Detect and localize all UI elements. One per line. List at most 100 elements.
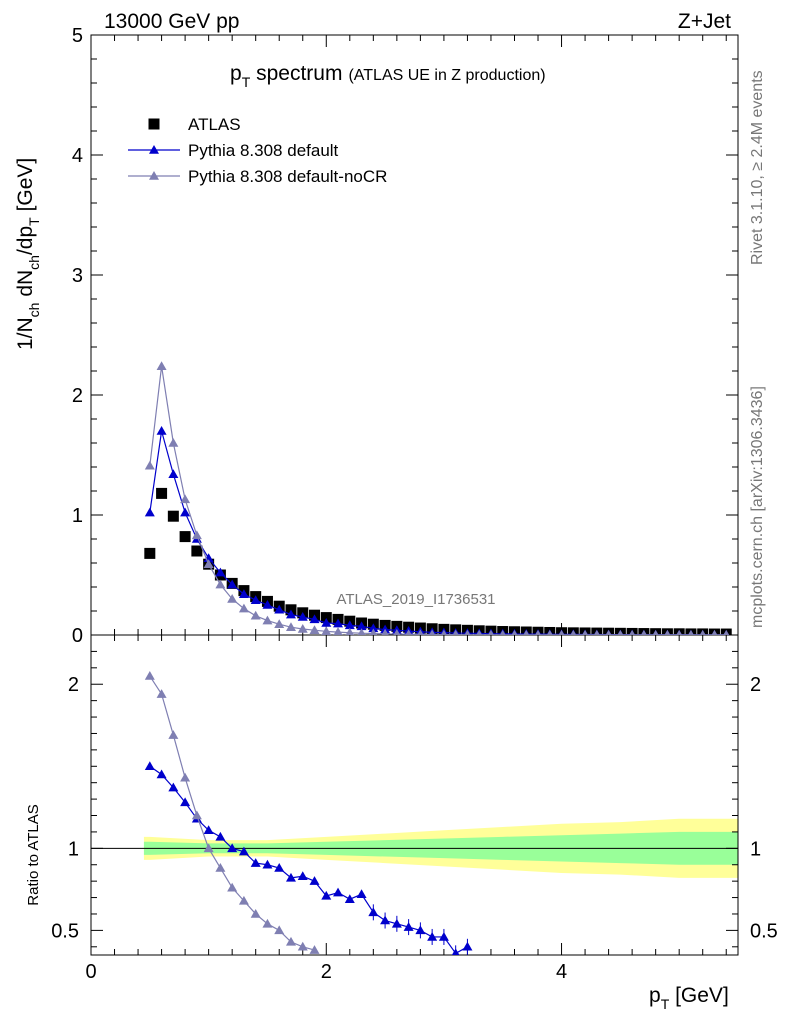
main-point-atlas bbox=[167, 510, 179, 522]
ratio-series-line-1 bbox=[149, 675, 315, 951]
main-point-series-2 bbox=[191, 530, 202, 540]
legend-label: Pythia 8.308 default bbox=[188, 141, 339, 160]
main-y-tick-label: 3 bbox=[72, 265, 83, 287]
ratio-point-series-1 bbox=[285, 936, 296, 946]
main-point-series-2 bbox=[357, 628, 366, 635]
ratio-point-series-1 bbox=[180, 772, 191, 782]
ratio-point-series-0 bbox=[415, 925, 426, 935]
main-point-series-2 bbox=[144, 460, 155, 470]
main-point-series-1 bbox=[368, 623, 379, 633]
main-point-series-2 bbox=[262, 615, 273, 625]
main-point-series-1 bbox=[203, 553, 214, 562]
main-point-series-2 bbox=[487, 629, 494, 635]
main-point-series-2 bbox=[215, 579, 226, 589]
main-point-series-2 bbox=[417, 629, 424, 635]
ratio-point-series-1 bbox=[309, 945, 320, 954]
ratio-point-series-0 bbox=[203, 825, 214, 835]
main-point-series-2 bbox=[582, 629, 588, 635]
main-y-tick-label: 5 bbox=[72, 25, 83, 47]
main-point-series-2 bbox=[699, 629, 706, 635]
main-y-tick-label: 1 bbox=[72, 505, 83, 527]
ratio-point-series-0 bbox=[250, 858, 261, 867]
main-point-series-1 bbox=[168, 469, 179, 478]
legend-marker-square bbox=[148, 118, 160, 130]
ratio-series-line-0 bbox=[149, 765, 468, 955]
main-title-rest: spectrum bbox=[250, 62, 342, 85]
ratio-point-series-0 bbox=[285, 872, 296, 882]
main-point-series-1 bbox=[250, 595, 261, 604]
main-point-series-2 bbox=[285, 622, 296, 631]
main-point-series-2 bbox=[664, 629, 671, 635]
main-point-series-2 bbox=[723, 629, 730, 635]
main-point-series-2 bbox=[333, 627, 343, 635]
main-point-series-2 bbox=[369, 628, 378, 635]
ratio-axes: 0.5 0.5 1 1 2 2 0 2 4 bbox=[51, 634, 778, 983]
main-point-series-2 bbox=[227, 594, 238, 603]
main-plot-marks bbox=[144, 361, 732, 635]
ratio-point-series-0 bbox=[391, 918, 402, 928]
ratio-point-series-1 bbox=[274, 925, 285, 935]
main-point-atlas bbox=[156, 487, 168, 499]
ratio-point-series-1 bbox=[262, 918, 273, 928]
ratio-y-tick-label: 1 bbox=[68, 838, 79, 860]
main-title-p: p bbox=[230, 62, 242, 85]
main-point-series-2 bbox=[558, 629, 565, 635]
header-left-label: 13000 GeV pp bbox=[104, 10, 239, 33]
ratio-point-series-1 bbox=[297, 941, 308, 951]
ratio-y-axis-label: Ratio to ATLAS bbox=[25, 804, 42, 905]
main-point-series-2 bbox=[238, 603, 249, 613]
main-y-axis-label: 1/Nch dNch/dpT [GeV] bbox=[14, 158, 42, 350]
ratio-y-tick-label-right: 2 bbox=[750, 674, 761, 696]
ratio-point-series-1 bbox=[215, 863, 226, 872]
ratio-point-series-1 bbox=[191, 810, 202, 820]
main-point-series-1 bbox=[333, 618, 344, 628]
ratio-point-series-0 bbox=[168, 782, 179, 792]
main-point-series-2 bbox=[499, 629, 506, 635]
main-point-series-2 bbox=[652, 629, 659, 635]
ratio-point-series-1 bbox=[227, 882, 238, 892]
mcplots-label: mcplots.cern.ch [arXiv:1306.3436] bbox=[749, 386, 766, 628]
ratio-point-series-1 bbox=[238, 895, 249, 905]
header-right-label: Z+Jet bbox=[678, 10, 731, 33]
legend-item-0: ATLAS bbox=[148, 115, 241, 134]
main-point-series-2 bbox=[629, 629, 636, 635]
main-point-series-2 bbox=[476, 629, 483, 635]
ratio-point-series-0 bbox=[403, 922, 414, 931]
main-point-series-1 bbox=[356, 621, 367, 631]
main-point-series-1 bbox=[262, 600, 273, 609]
main-point-series-1 bbox=[309, 614, 320, 624]
main-y-tick-label: 2 bbox=[72, 385, 83, 407]
main-point-series-2 bbox=[676, 629, 683, 635]
ratio-point-series-0 bbox=[462, 941, 473, 951]
main-point-atlas bbox=[179, 531, 191, 543]
main-point-series-2 bbox=[250, 610, 261, 620]
main-point-series-2 bbox=[345, 627, 354, 635]
ratio-point-series-0 bbox=[451, 948, 460, 955]
legend-item-2: Pythia 8.308 default-noCR bbox=[128, 167, 387, 186]
main-axes: 0 1 2 3 4 5 bbox=[72, 25, 739, 647]
ratio-point-series-0 bbox=[438, 931, 449, 941]
x-axis-label: pT [GeV] bbox=[649, 984, 729, 1012]
legend: ATLAS Pythia 8.308 default Pythia 8.308 de… bbox=[128, 115, 387, 186]
ratio-point-series-0 bbox=[274, 863, 285, 872]
ratio-point-series-0 bbox=[262, 859, 273, 869]
legend-label: ATLAS bbox=[188, 115, 241, 134]
main-point-series-2 bbox=[321, 626, 332, 635]
ratio-point-series-0 bbox=[427, 931, 438, 941]
analysis-label: ATLAS_2019_I1736531 bbox=[336, 591, 495, 608]
main-point-series-2 bbox=[593, 629, 600, 635]
main-point-series-2 bbox=[440, 629, 447, 635]
x-tick-label: 4 bbox=[556, 961, 567, 983]
main-point-series-2 bbox=[309, 625, 320, 634]
ratio-point-series-0 bbox=[321, 890, 332, 900]
legend-item-1: Pythia 8.308 default bbox=[128, 141, 339, 160]
legend-marker-triangle bbox=[149, 171, 159, 180]
ratio-point-series-1 bbox=[250, 908, 261, 918]
main-point-atlas bbox=[144, 547, 156, 559]
main-point-series-2 bbox=[274, 619, 285, 628]
main-title: pT spectrum (ATLAS UE in Z production) bbox=[230, 62, 546, 90]
main-point-series-1 bbox=[215, 567, 226, 577]
ratio-point-series-0 bbox=[227, 843, 238, 853]
ratio-frame bbox=[90, 634, 739, 956]
